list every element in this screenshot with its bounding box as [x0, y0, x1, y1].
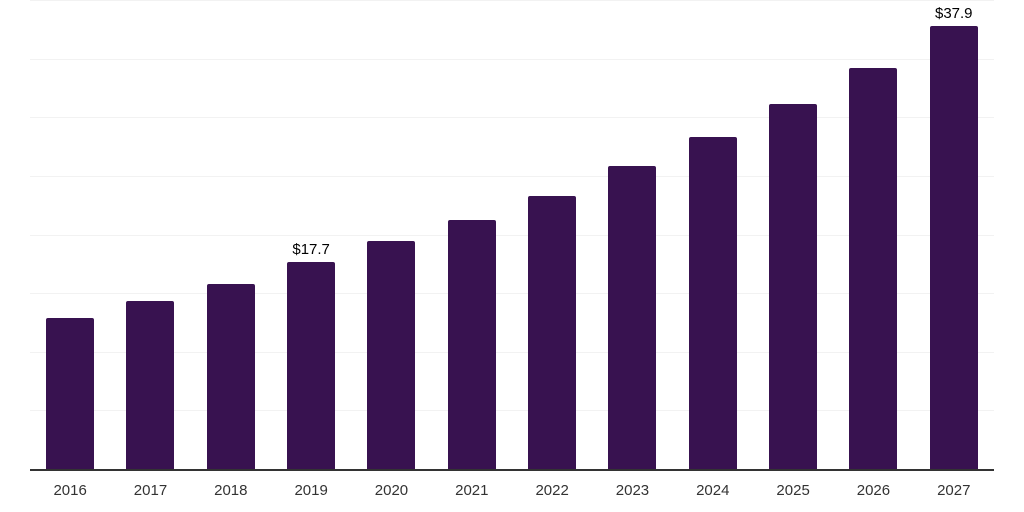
bar-slot-2020	[351, 1, 431, 470]
x-tick-label-2025: 2025	[776, 482, 810, 499]
x-tick-label-2017: 2017	[133, 482, 168, 499]
x-tick-label-2016: 2016	[53, 482, 87, 499]
gridline-25	[30, 175, 994, 177]
x-tick-label-2021: 2021	[455, 482, 489, 499]
bar-slot-2024	[673, 1, 753, 470]
bar-slot-2016	[30, 1, 110, 470]
data-label-2019: $17.7	[292, 241, 330, 259]
gridline-20	[30, 234, 994, 236]
x-tick-label-2024: 2024	[696, 482, 730, 499]
x-tick-label-2018: 2018	[214, 482, 248, 499]
gridline-10	[30, 351, 994, 353]
bar-slot-2021	[432, 1, 512, 470]
bar-2021	[447, 220, 496, 470]
bar-slot-2018	[191, 1, 271, 470]
bar-2027	[929, 25, 978, 470]
gridline-30	[30, 117, 994, 119]
bar-slot-2025	[753, 1, 833, 470]
bar-2018	[206, 283, 255, 470]
x-tick-label-2027: 2027	[937, 482, 971, 499]
data-label-2027: $37.9	[934, 4, 973, 22]
bar-2022	[528, 195, 577, 470]
bar-2020	[367, 241, 416, 470]
bar-slot-2022	[512, 1, 592, 470]
bar-slot-2019: $17.7	[271, 1, 351, 470]
bar-2019	[287, 262, 336, 470]
bar-2017	[126, 301, 175, 470]
x-tick-label-2020: 2020	[374, 482, 409, 499]
bars-container: $17.7 $37.9	[30, 1, 994, 470]
gridline-35	[30, 58, 994, 60]
x-tick-label-2023: 2023	[615, 482, 650, 499]
bar-slot-2017	[110, 1, 190, 470]
x-axis-labels: 2016 2017 2018 2019 2020 2021 2022 2023 2024 2025…	[30, 482, 994, 500]
bar-2025	[769, 104, 818, 470]
gridline-40	[30, 0, 994, 1]
bar-2024	[688, 137, 737, 470]
x-tick-label-2022: 2022	[535, 482, 569, 499]
bar-2016	[46, 317, 95, 470]
gridline-15	[30, 293, 994, 295]
x-tick-label-2019: 2019	[294, 482, 328, 499]
bar-2023	[608, 166, 657, 470]
x-tick-label-2026: 2026	[856, 482, 891, 499]
plot-area: $17.7 $37.9	[30, 0, 994, 471]
x-axis-line	[30, 469, 994, 471]
bar-slot-2023	[592, 1, 672, 470]
bar-slot-2027: $37.9	[914, 1, 994, 470]
bar-2026	[849, 67, 898, 470]
bar-slot-2026	[833, 1, 913, 470]
gridline-5	[30, 410, 994, 412]
